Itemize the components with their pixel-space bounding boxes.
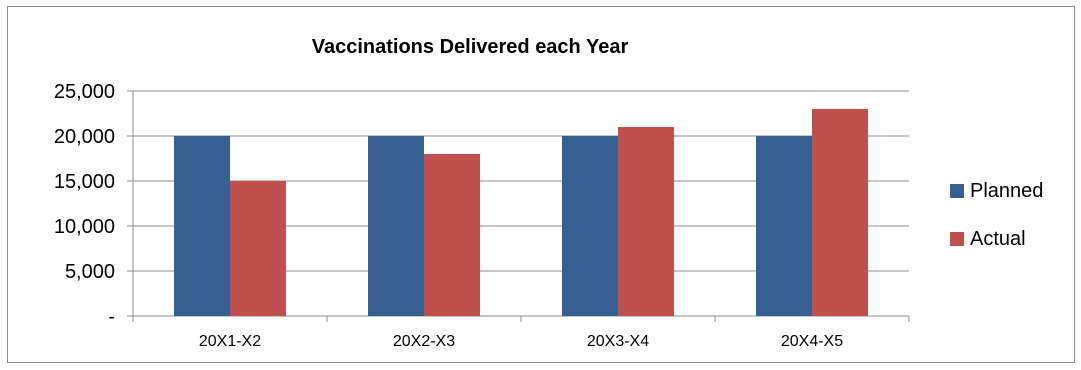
chart-legend: Planned Actual: [950, 180, 1043, 276]
legend-label-planned: Planned: [970, 179, 1044, 202]
y-tick-label: -: [108, 306, 115, 328]
legend-label-actual: Actual: [970, 227, 1026, 250]
bar-actual: [618, 127, 674, 316]
bar-actual: [812, 109, 868, 316]
bar-planned: [368, 136, 424, 316]
bar-planned: [174, 136, 230, 316]
bar-planned: [562, 136, 618, 316]
x-tick-label: 20X2-X3: [393, 333, 455, 350]
legend-item-planned: Planned: [950, 180, 1043, 202]
bar-actual: [230, 181, 286, 316]
bar-actual: [424, 154, 480, 316]
x-tick-label: 20X3-X4: [587, 333, 649, 350]
chart-title: Vaccinations Delivered each Year: [311, 36, 629, 58]
legend-swatch-actual: [950, 232, 964, 246]
y-tick-label: 20,000: [54, 126, 115, 148]
legend-item-actual: Actual: [950, 228, 1043, 250]
legend-swatch-planned: [950, 184, 964, 198]
bar-planned: [756, 136, 812, 316]
y-tick-label: 15,000: [54, 171, 115, 193]
y-tick-label: 10,000: [54, 216, 115, 238]
x-tick-label: 20X1-X2: [199, 333, 261, 350]
y-tick-label: 5,000: [65, 261, 115, 283]
x-tick-label: 20X4-X5: [781, 333, 843, 350]
y-tick-label: 25,000: [54, 81, 115, 103]
